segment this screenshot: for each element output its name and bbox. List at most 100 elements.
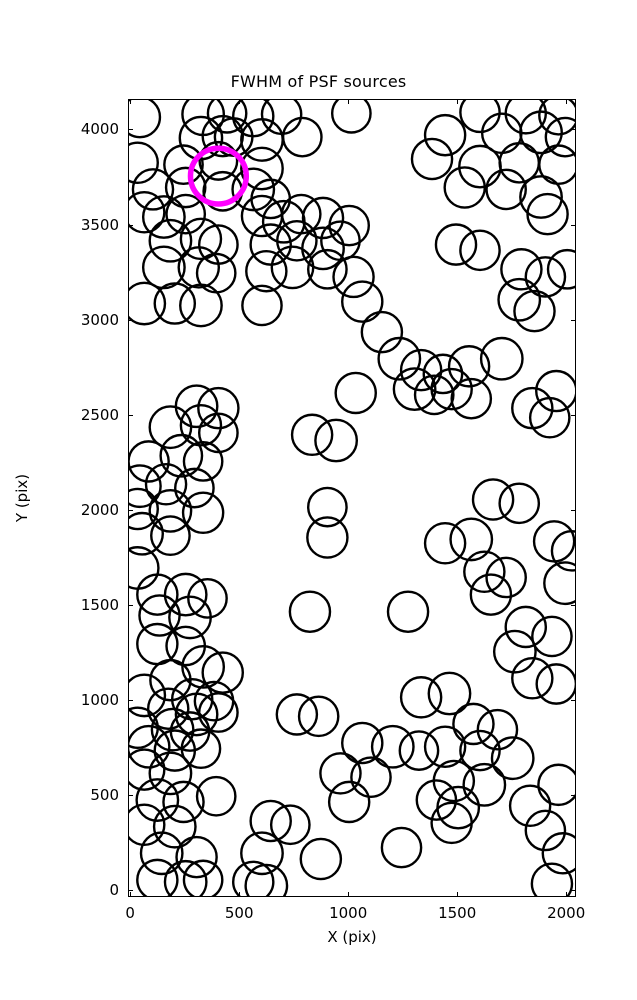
psf-source-circle bbox=[269, 804, 311, 846]
psf-source-circle bbox=[148, 488, 193, 533]
psf-source-circle bbox=[459, 729, 501, 772]
psf-source-circle bbox=[459, 229, 501, 272]
psf-source-circle bbox=[136, 573, 179, 616]
psf-source-circle bbox=[341, 280, 384, 323]
psf-source-circle bbox=[550, 530, 575, 572]
psf-source-circle bbox=[386, 590, 430, 633]
psf-source-circle bbox=[179, 404, 223, 447]
scatter-plot-svg bbox=[129, 100, 575, 896]
psf-source-circle bbox=[524, 809, 567, 852]
y-axis-tick bbox=[128, 129, 133, 131]
x-axis-tick-top bbox=[457, 99, 459, 104]
psf-source-circle bbox=[399, 676, 443, 719]
psf-source-circle bbox=[129, 100, 162, 139]
psf-source-circle bbox=[544, 116, 575, 158]
psf-source-circle bbox=[275, 693, 319, 736]
y-axis-tick-label: 500 bbox=[90, 786, 119, 805]
psf-source-circle bbox=[270, 245, 315, 290]
psf-source-circle bbox=[332, 255, 375, 299]
psf-source-circle bbox=[423, 725, 467, 769]
y-axis-tick-label: 2000 bbox=[80, 500, 119, 519]
y-axis-tick bbox=[128, 795, 133, 797]
psf-source-circle bbox=[485, 168, 527, 211]
psf-source-circle bbox=[129, 673, 167, 718]
y-axis-tick-label: 0 bbox=[109, 881, 119, 900]
y-axis-tick bbox=[128, 509, 133, 511]
psf-source-circle bbox=[543, 561, 575, 606]
psf-source-circle bbox=[546, 248, 575, 290]
psf-source-circle bbox=[249, 799, 292, 843]
y-axis-label: Y (pix) bbox=[13, 473, 31, 523]
psf-source-circle bbox=[492, 629, 537, 674]
plot-axes[interactable] bbox=[128, 99, 576, 897]
psf-source-circle bbox=[129, 464, 162, 509]
psf-source-circle bbox=[241, 284, 283, 327]
psf-source-circle bbox=[138, 594, 181, 637]
psf-source-circle bbox=[150, 515, 191, 557]
psf-source-circle bbox=[334, 371, 377, 415]
psf-source-circle bbox=[197, 412, 239, 454]
y-axis-tick bbox=[128, 414, 133, 416]
psf-source-circle bbox=[350, 756, 392, 799]
psf-source-circle bbox=[141, 195, 186, 239]
psf-source-circle bbox=[187, 578, 228, 619]
psf-source-circle bbox=[301, 196, 345, 240]
y-axis-tick-right bbox=[571, 795, 576, 797]
psf-source-circle bbox=[498, 141, 541, 184]
psf-source-circle bbox=[136, 858, 179, 896]
psf-source-circle bbox=[153, 282, 197, 325]
x-axis-tick-top bbox=[239, 99, 241, 104]
psf-source-circle bbox=[232, 860, 275, 896]
x-axis-tick bbox=[239, 892, 241, 897]
psf-source-circle bbox=[131, 168, 175, 211]
x-axis-tick-top bbox=[566, 99, 568, 104]
psf-source-circle bbox=[377, 336, 422, 381]
psf-source-circle bbox=[319, 752, 362, 795]
psf-source-circle bbox=[538, 144, 575, 186]
psf-source-circle bbox=[135, 778, 180, 822]
psf-source-circle bbox=[129, 440, 170, 483]
psf-source-circle bbox=[146, 687, 190, 730]
psf-source-circle bbox=[148, 405, 193, 450]
psf-source-circle bbox=[422, 353, 464, 395]
y-axis-tick-label: 4000 bbox=[80, 120, 119, 139]
x-axis-tick-top bbox=[348, 99, 350, 104]
psf-source-circle bbox=[159, 433, 204, 478]
psf-source-circle bbox=[423, 113, 467, 157]
psf-source-circle bbox=[129, 190, 166, 234]
y-axis-tick-label: 1000 bbox=[80, 691, 119, 710]
psf-source-circle bbox=[360, 310, 404, 354]
y-axis-tick-right bbox=[571, 224, 576, 226]
psf-source-circle bbox=[469, 573, 513, 616]
psf-source-circle bbox=[413, 374, 455, 416]
psf-source-circle bbox=[511, 657, 554, 700]
x-axis-tick-top bbox=[130, 99, 132, 104]
y-axis-tick bbox=[128, 890, 133, 892]
psf-source-circle bbox=[129, 724, 171, 769]
psf-source-circle bbox=[129, 141, 159, 185]
x-axis-tick-label: 1000 bbox=[329, 904, 368, 922]
psf-source-circle bbox=[153, 729, 197, 772]
psf-source-circle bbox=[179, 217, 223, 261]
psf-source-circle bbox=[320, 220, 361, 262]
psf-source-circle bbox=[177, 246, 221, 289]
psf-source-circle bbox=[297, 695, 340, 738]
psf-source-circle bbox=[299, 837, 343, 881]
y-axis-tick bbox=[128, 224, 133, 226]
psf-source-circle bbox=[163, 144, 204, 186]
psf-source-circle bbox=[471, 478, 515, 521]
psf-source-circle bbox=[430, 367, 473, 411]
psf-source-circle bbox=[530, 862, 574, 896]
x-axis-tick bbox=[130, 892, 132, 897]
psf-source-circle bbox=[182, 859, 224, 896]
psf-source-circle bbox=[195, 775, 237, 817]
psf-source-circle bbox=[231, 167, 276, 212]
psf-source-circle bbox=[168, 595, 212, 640]
psf-source-circle bbox=[244, 863, 289, 896]
psf-source-circle bbox=[526, 192, 569, 236]
psf-source-circle bbox=[410, 137, 454, 181]
psf-source-circle bbox=[531, 615, 573, 658]
psf-source-circle bbox=[537, 763, 575, 807]
y-axis-tick bbox=[128, 319, 133, 321]
psf-source-circle bbox=[181, 491, 225, 535]
